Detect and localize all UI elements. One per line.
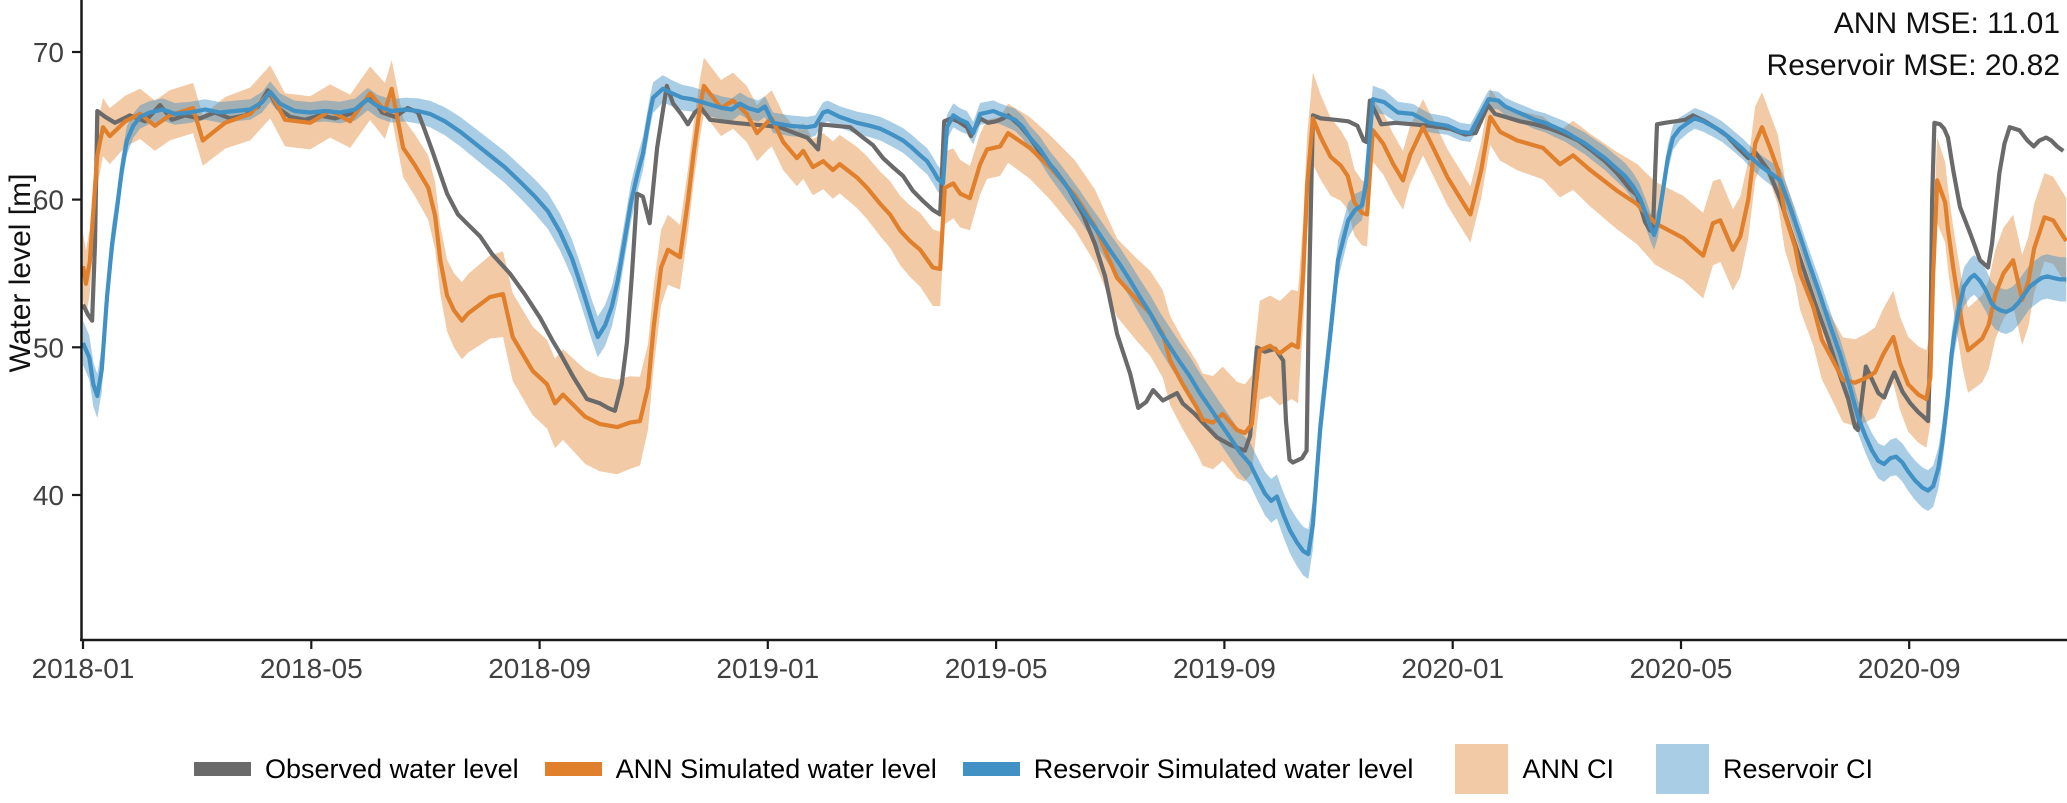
- x-tick-labels: 2018-01 2018-05 2018-09 2019-01 2019-05 …: [32, 653, 1961, 684]
- y-tick-60: 60: [33, 185, 64, 216]
- x-tick-2019-09: 2019-09: [1173, 653, 1276, 684]
- ann-mse-annotation: ANN MSE: 11.01: [1834, 7, 2060, 40]
- x-tick-2018-09: 2018-09: [488, 653, 591, 684]
- x-tick-2020-05: 2020-05: [1630, 653, 1733, 684]
- series-line-ann-simulated-water-level: [80, 83, 2067, 436]
- legend-label-reservoir: Reservoir Simulated water level: [1033, 753, 1414, 784]
- legend-label-ann-ci: ANN CI: [1522, 753, 1614, 784]
- legend-item-observed: Observed water level: [194, 754, 519, 785]
- y-tick-40: 40: [33, 480, 64, 511]
- legend-label-reservoir-ci: Reservoir CI: [1722, 753, 1873, 784]
- series-line-reservoir-simulated-water-level: [81, 86, 2067, 557]
- x-tick-2019-05: 2019-05: [945, 653, 1048, 684]
- legend-item-ann-ci: ANN CI: [1455, 744, 1614, 794]
- chart-canvas: 2018-01 2018-05 2018-09 2019-01 2019-05 …: [4, 0, 2067, 684]
- legend-item-reservoir-ci: Reservoir CI: [1655, 744, 1873, 794]
- observed-line-key: [194, 762, 252, 776]
- x-tick-2020-09: 2020-09: [1858, 653, 1961, 684]
- y-axis-title: Water level [m]: [4, 174, 37, 373]
- reservoir-mse-annotation: Reservoir MSE: 20.82: [1767, 49, 2060, 82]
- ci-band-ann-ci: [83, 57, 2067, 482]
- series-line-observed-water-level: [81, 83, 2065, 465]
- legend: Observed water level ANN Simulated water…: [0, 744, 2067, 794]
- legend-label-ann: ANN Simulated water level: [615, 753, 937, 784]
- x-tick-2018-05: 2018-05: [260, 653, 363, 684]
- legend-label-observed: Observed water level: [265, 753, 519, 784]
- reservoir-ci-key: [1655, 744, 1709, 794]
- x-tick-2019-01: 2019-01: [716, 653, 819, 684]
- y-tick-50: 50: [33, 332, 64, 363]
- y-tick-labels: 70 60 50 40: [33, 37, 64, 511]
- y-tick-70: 70: [33, 37, 64, 68]
- reservoir-line-key: [962, 762, 1020, 776]
- x-tick-marks: [81, 640, 1911, 649]
- legend-item-ann: ANN Simulated water level: [544, 753, 937, 785]
- x-tick-2018-01: 2018-01: [32, 653, 135, 684]
- ann-line-key: [544, 762, 602, 776]
- legend-item-reservoir: Reservoir Simulated water level: [962, 753, 1414, 785]
- axes: [72, 0, 2067, 649]
- x-tick-2020-01: 2020-01: [1401, 653, 1504, 684]
- y-tick-marks: [72, 50, 81, 497]
- series-group: [80, 57, 2067, 579]
- ann-ci-key: [1455, 744, 1509, 794]
